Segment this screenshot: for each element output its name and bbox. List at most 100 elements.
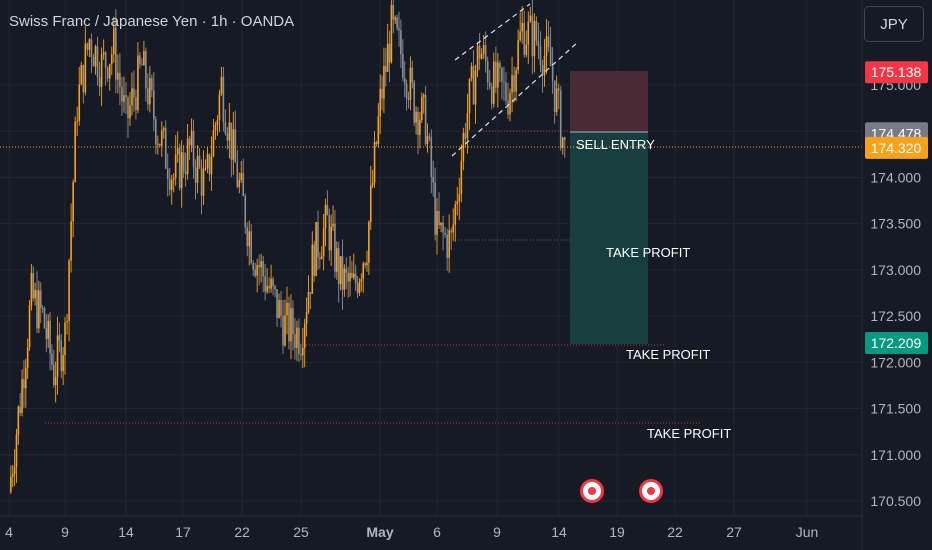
channel-lower-trendline[interactable] xyxy=(451,41,579,157)
candle xyxy=(153,71,155,131)
candle xyxy=(503,66,505,102)
candle xyxy=(19,393,21,416)
take-profit-label-1: TAKE PROFIT xyxy=(606,245,690,260)
candle xyxy=(388,30,391,83)
candle-body xyxy=(547,36,550,47)
event-marker-2[interactable] xyxy=(639,479,663,503)
candle-body xyxy=(551,66,554,81)
candle-body xyxy=(96,46,99,78)
candle xyxy=(402,39,404,82)
candle xyxy=(438,192,440,229)
candle xyxy=(127,95,129,138)
candle-body xyxy=(375,142,378,144)
candle xyxy=(129,92,131,127)
candle xyxy=(98,61,101,97)
candle-body xyxy=(519,31,521,41)
candle xyxy=(490,82,493,110)
candle-body xyxy=(49,320,51,354)
candle-body xyxy=(482,45,485,54)
candle xyxy=(262,256,264,293)
candle xyxy=(164,120,167,170)
x-tick-label: May xyxy=(366,524,393,540)
candle xyxy=(413,79,415,127)
candle xyxy=(515,66,517,102)
candle-body xyxy=(216,120,219,126)
candle xyxy=(509,88,511,122)
candle xyxy=(298,318,300,362)
candle xyxy=(82,64,85,104)
candle-body xyxy=(113,27,115,55)
candle xyxy=(421,92,423,123)
time-axis[interactable]: 4 9 14 17 22 25 May 6 9 14 19 22 27 Jun xyxy=(0,515,862,540)
candle xyxy=(360,273,363,292)
candle-body xyxy=(276,289,278,318)
candle xyxy=(224,109,227,136)
candle xyxy=(470,62,473,82)
candle-body xyxy=(170,179,173,190)
x-tick-label: 22 xyxy=(667,524,683,540)
candle xyxy=(151,74,153,98)
candle xyxy=(537,22,540,59)
candle-body xyxy=(396,17,398,29)
candle-body xyxy=(194,167,197,183)
candle-body xyxy=(143,51,145,66)
candle-body xyxy=(17,406,20,435)
candle-body xyxy=(303,323,306,348)
candle xyxy=(529,6,532,23)
candle xyxy=(96,36,99,86)
candle xyxy=(354,264,357,292)
candle-body xyxy=(80,65,83,85)
candle-body xyxy=(218,94,221,121)
candle-body xyxy=(125,95,127,98)
candle xyxy=(216,115,219,136)
candle xyxy=(356,276,359,299)
candle xyxy=(320,246,323,260)
candle-body xyxy=(166,168,169,180)
candle xyxy=(330,214,332,267)
candle-body xyxy=(190,130,193,146)
candle xyxy=(450,227,452,250)
candle-body xyxy=(250,231,253,264)
candle xyxy=(58,322,61,352)
candle-body xyxy=(238,180,241,188)
candle-body xyxy=(436,211,438,235)
candle-body xyxy=(360,278,363,282)
candle xyxy=(446,228,448,271)
candle-body xyxy=(164,128,167,169)
candle xyxy=(464,122,467,147)
candle-body xyxy=(373,142,376,183)
candle-body xyxy=(278,300,280,318)
candle-body xyxy=(139,55,141,65)
candle-body xyxy=(336,248,338,272)
candle-body xyxy=(224,121,227,134)
candle xyxy=(123,76,125,113)
candle-body xyxy=(98,77,101,87)
candle xyxy=(270,264,272,293)
candle-body xyxy=(358,281,361,294)
candle-body xyxy=(398,28,400,31)
candle xyxy=(28,300,31,351)
candle-body xyxy=(60,340,63,372)
candle xyxy=(434,167,436,241)
candle-body xyxy=(176,147,179,155)
candle xyxy=(45,314,48,353)
channel-upper-trendline[interactable] xyxy=(454,3,531,61)
candle-body xyxy=(82,65,85,93)
candle xyxy=(194,159,197,200)
candle-body xyxy=(184,171,187,174)
price-axis[interactable]: 170.500 171.000 171.500 172.000 172.500 173.0… xyxy=(861,0,921,550)
x-tick-label: 19 xyxy=(609,524,625,540)
candle-body xyxy=(133,88,135,98)
candle xyxy=(47,314,49,348)
candle-body xyxy=(379,88,381,117)
candle-body xyxy=(446,234,448,258)
currency-button[interactable]: JPY xyxy=(864,6,924,42)
candle-body xyxy=(10,476,12,492)
event-marker-1[interactable] xyxy=(580,479,604,503)
candle-body xyxy=(466,112,469,139)
candle-body xyxy=(74,121,76,183)
candle-body xyxy=(564,137,566,140)
candle xyxy=(561,137,564,155)
candle xyxy=(430,129,433,194)
